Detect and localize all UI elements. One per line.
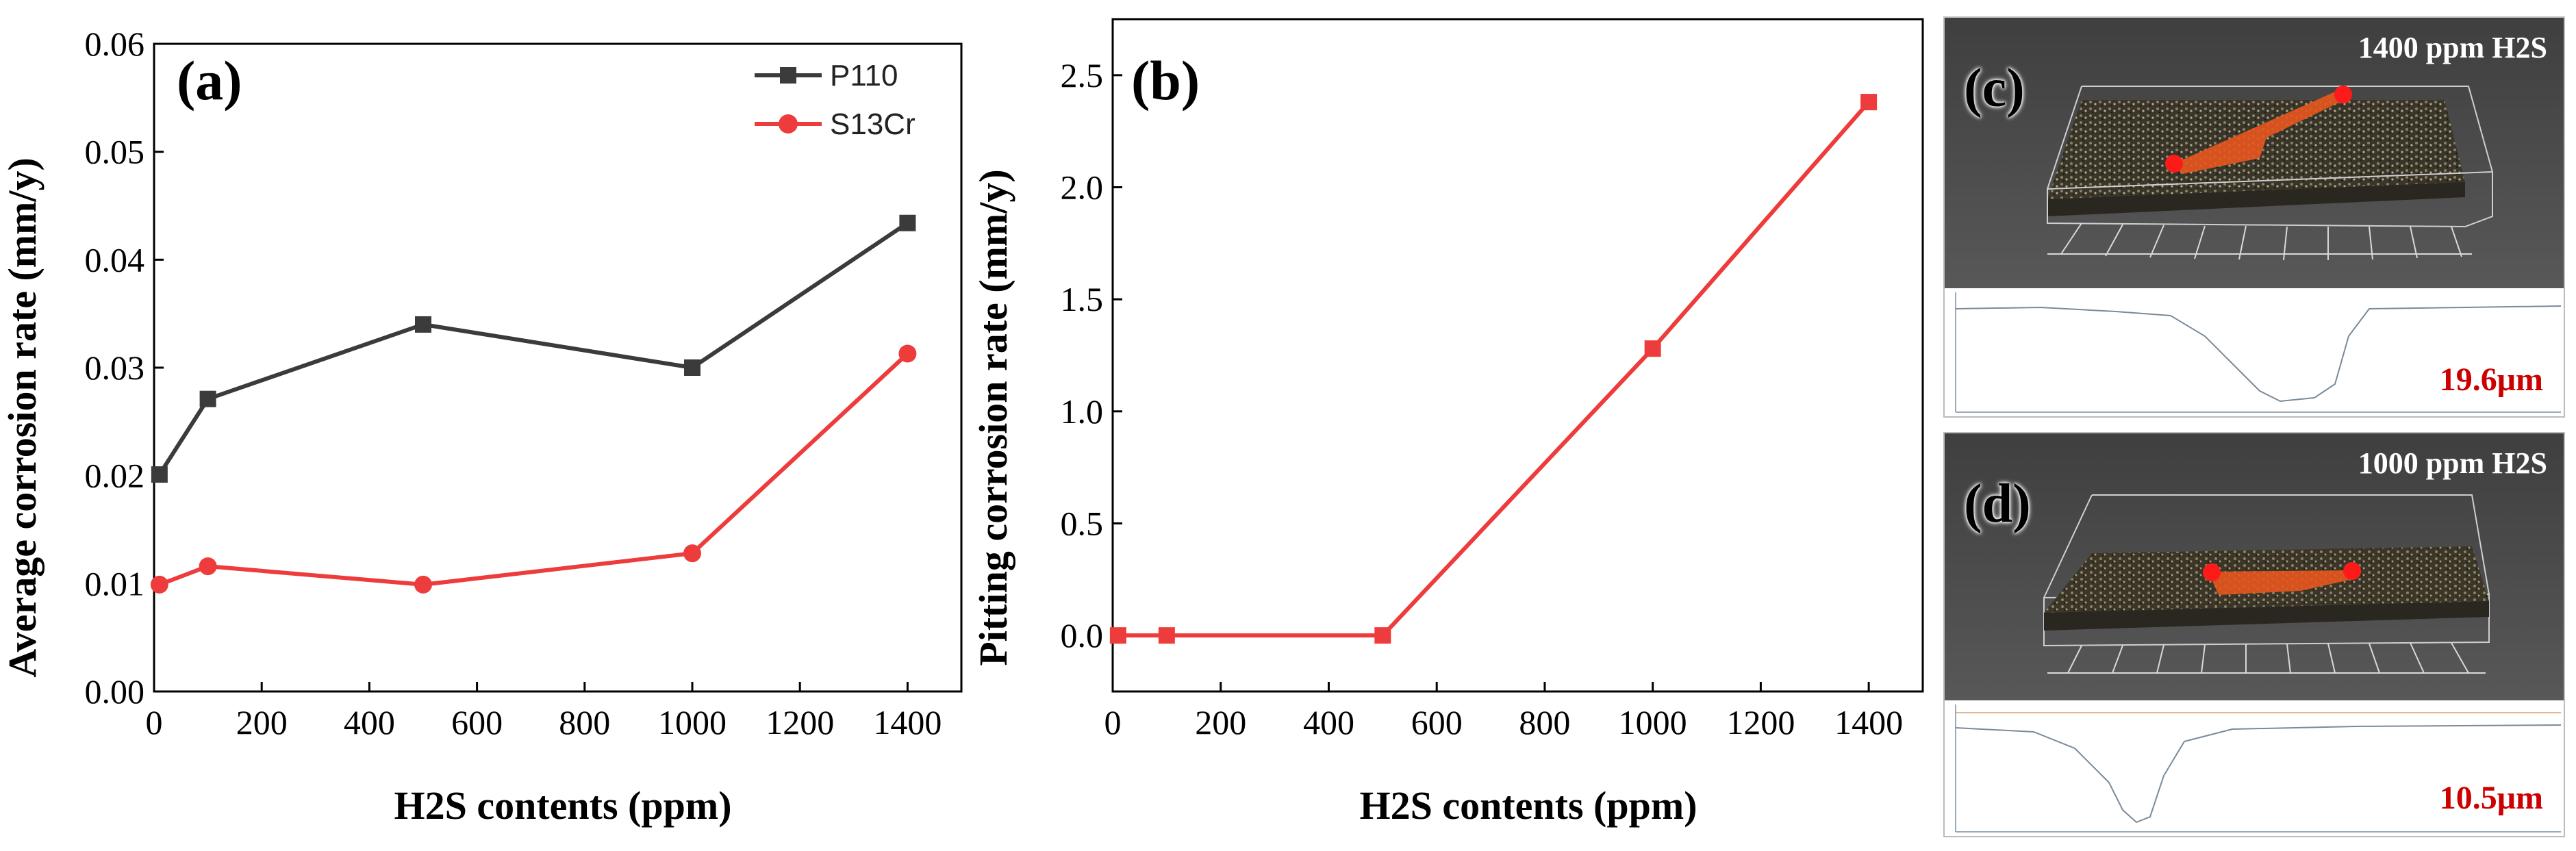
data-point-s13cr xyxy=(1158,627,1175,644)
chart-a-ylabel: Average corrosion rate (mm/y) xyxy=(0,157,45,678)
x-tick-label: 400 xyxy=(1303,703,1354,741)
panel-d-depth-value: 10.5μm xyxy=(2439,780,2543,816)
panel-d-profile-line xyxy=(1955,724,2562,824)
chart-a: 0 200 400 600 800 1000 1200 1400 0.00 0.01 0.02 0.0… xyxy=(0,25,963,828)
chart-b: 0 200 400 600 800 1000 1200 1400 0.0 0.5 1.0 1.5 2.0… xyxy=(972,18,1924,828)
panel-c-box-edge xyxy=(2047,86,2082,190)
panel-d-scale-ticks xyxy=(2047,642,2486,674)
y-tick-label: 0.00 xyxy=(85,672,145,711)
data-point-s13cr xyxy=(1644,340,1661,357)
chart-b-panel-label: (b) xyxy=(1131,49,1200,112)
chart-b-axes xyxy=(1111,18,1924,693)
data-point-s13cr xyxy=(150,575,168,594)
y-tick-label: 0.03 xyxy=(85,348,145,387)
chart-b-series xyxy=(1109,94,1878,644)
panel-c-pit-profile xyxy=(2171,92,2350,174)
panel-c-depth-profile xyxy=(1945,288,2564,416)
chart-1-frame xyxy=(1111,18,1924,693)
y-tick-label: 2.0 xyxy=(1061,168,1104,207)
data-point-p110 xyxy=(199,390,216,407)
panel-c: 1400 ppm H2S (c) 19.6μm xyxy=(1943,16,2565,418)
series-line-s13cr xyxy=(1117,101,1871,638)
panel-d-title: 1000 ppm H2S xyxy=(2358,446,2547,480)
panel-d-box-edge xyxy=(2043,494,2093,598)
x-tick-label: 600 xyxy=(451,703,503,741)
legend-s13cr-label: S13Cr xyxy=(830,107,916,141)
chart-b-xlabel: H2S contents (ppm) xyxy=(1359,783,1697,828)
panel-c-marker-start xyxy=(2165,155,2183,173)
y-tick-label: 0.02 xyxy=(85,457,145,495)
panel-d-label: (d) xyxy=(1964,474,2031,534)
y-tick-label: 1.0 xyxy=(1061,392,1104,431)
series-line-s13cr xyxy=(158,352,909,587)
data-point-s13cr xyxy=(1109,627,1126,644)
x-tick-label: 0 xyxy=(146,703,163,741)
panel-c-label: (c) xyxy=(1964,58,2025,118)
x-tick-label: 1400 xyxy=(1834,703,1903,741)
data-point-p110 xyxy=(899,214,916,231)
panel-d-depth-profile xyxy=(1945,700,2564,836)
chart-b-ticks: 0 200 400 600 800 1000 1200 1400 0.0 0.5 1.0 1.5 2.0… xyxy=(1061,56,1904,741)
x-tick-label: 1400 xyxy=(873,703,942,741)
data-point-s13cr xyxy=(898,344,917,363)
chart-a-legend: P110 S13Cr xyxy=(755,59,916,141)
chart-a-panel-label: (a) xyxy=(177,49,242,112)
y-tick-label: 2.5 xyxy=(1061,56,1104,94)
panel-d-sample-side xyxy=(2044,601,2489,631)
chart-b-ylabel: Pitting corrosion rate (mm/y) xyxy=(972,169,1015,665)
x-tick-label: 800 xyxy=(1519,703,1570,741)
x-tick-label: 1200 xyxy=(1726,703,1795,741)
y-tick-label: 0.04 xyxy=(85,240,145,279)
x-tick-label: 0 xyxy=(1104,703,1122,741)
legend-p110-marker xyxy=(780,67,796,84)
x-tick-label: 200 xyxy=(236,703,288,741)
x-tick-label: 1000 xyxy=(1619,703,1687,741)
data-point-s13cr xyxy=(199,557,217,576)
panel-c-title: 1400 ppm H2S xyxy=(2358,31,2547,64)
panel-d-pit-profile xyxy=(2208,570,2356,595)
x-tick-label: 800 xyxy=(559,703,610,741)
panel-c-profile-line xyxy=(1955,305,2562,403)
x-tick-label: 400 xyxy=(344,703,395,741)
panel-c-3d-surface xyxy=(1945,18,2564,288)
panel-d-marker-start xyxy=(2203,563,2221,581)
panel-c-scale-ticks xyxy=(2047,223,2472,261)
panel-c-depth-value: 19.6μm xyxy=(2439,361,2543,398)
panel-d: 1000 ppm H2S (d) 10.5μm xyxy=(1943,432,2565,837)
data-point-p110 xyxy=(415,316,431,333)
x-tick-label: 200 xyxy=(1195,703,1246,741)
data-point-p110 xyxy=(684,359,700,376)
y-tick-label: 0.05 xyxy=(85,133,145,171)
data-point-p110 xyxy=(151,466,168,483)
series-line-p110 xyxy=(157,221,909,476)
legend-s13cr-marker xyxy=(779,114,798,134)
panel-d-marker-end xyxy=(2343,562,2361,580)
x-tick-label: 1200 xyxy=(766,703,834,741)
panel-d-3d-surface xyxy=(1945,433,2564,700)
chart-a-ticks: 0 200 400 600 800 1000 1200 1400 0.00 0.01 0.02 0.0… xyxy=(85,25,942,741)
panel-c-sample-side xyxy=(2047,182,2465,216)
y-tick-label: 1.5 xyxy=(1061,280,1104,318)
data-point-s13cr xyxy=(414,575,432,594)
y-tick-label: 0.01 xyxy=(85,564,145,602)
chart-a-xlabel: H2S contents (ppm) xyxy=(394,783,731,828)
y-tick-label: 0.06 xyxy=(85,25,145,63)
y-tick-label: 0.0 xyxy=(1061,616,1104,655)
x-tick-label: 1000 xyxy=(658,703,727,741)
data-point-s13cr xyxy=(1860,94,1878,111)
y-tick-label: 0.5 xyxy=(1061,505,1104,543)
panel-c-bounding-box xyxy=(2047,86,2494,228)
data-point-s13cr xyxy=(683,544,701,563)
x-tick-label: 600 xyxy=(1411,703,1463,741)
legend-p110-label: P110 xyxy=(830,59,898,92)
chart-a-series xyxy=(150,214,917,594)
panel-c-marker-end xyxy=(2334,86,2352,103)
data-point-s13cr xyxy=(1374,627,1391,644)
